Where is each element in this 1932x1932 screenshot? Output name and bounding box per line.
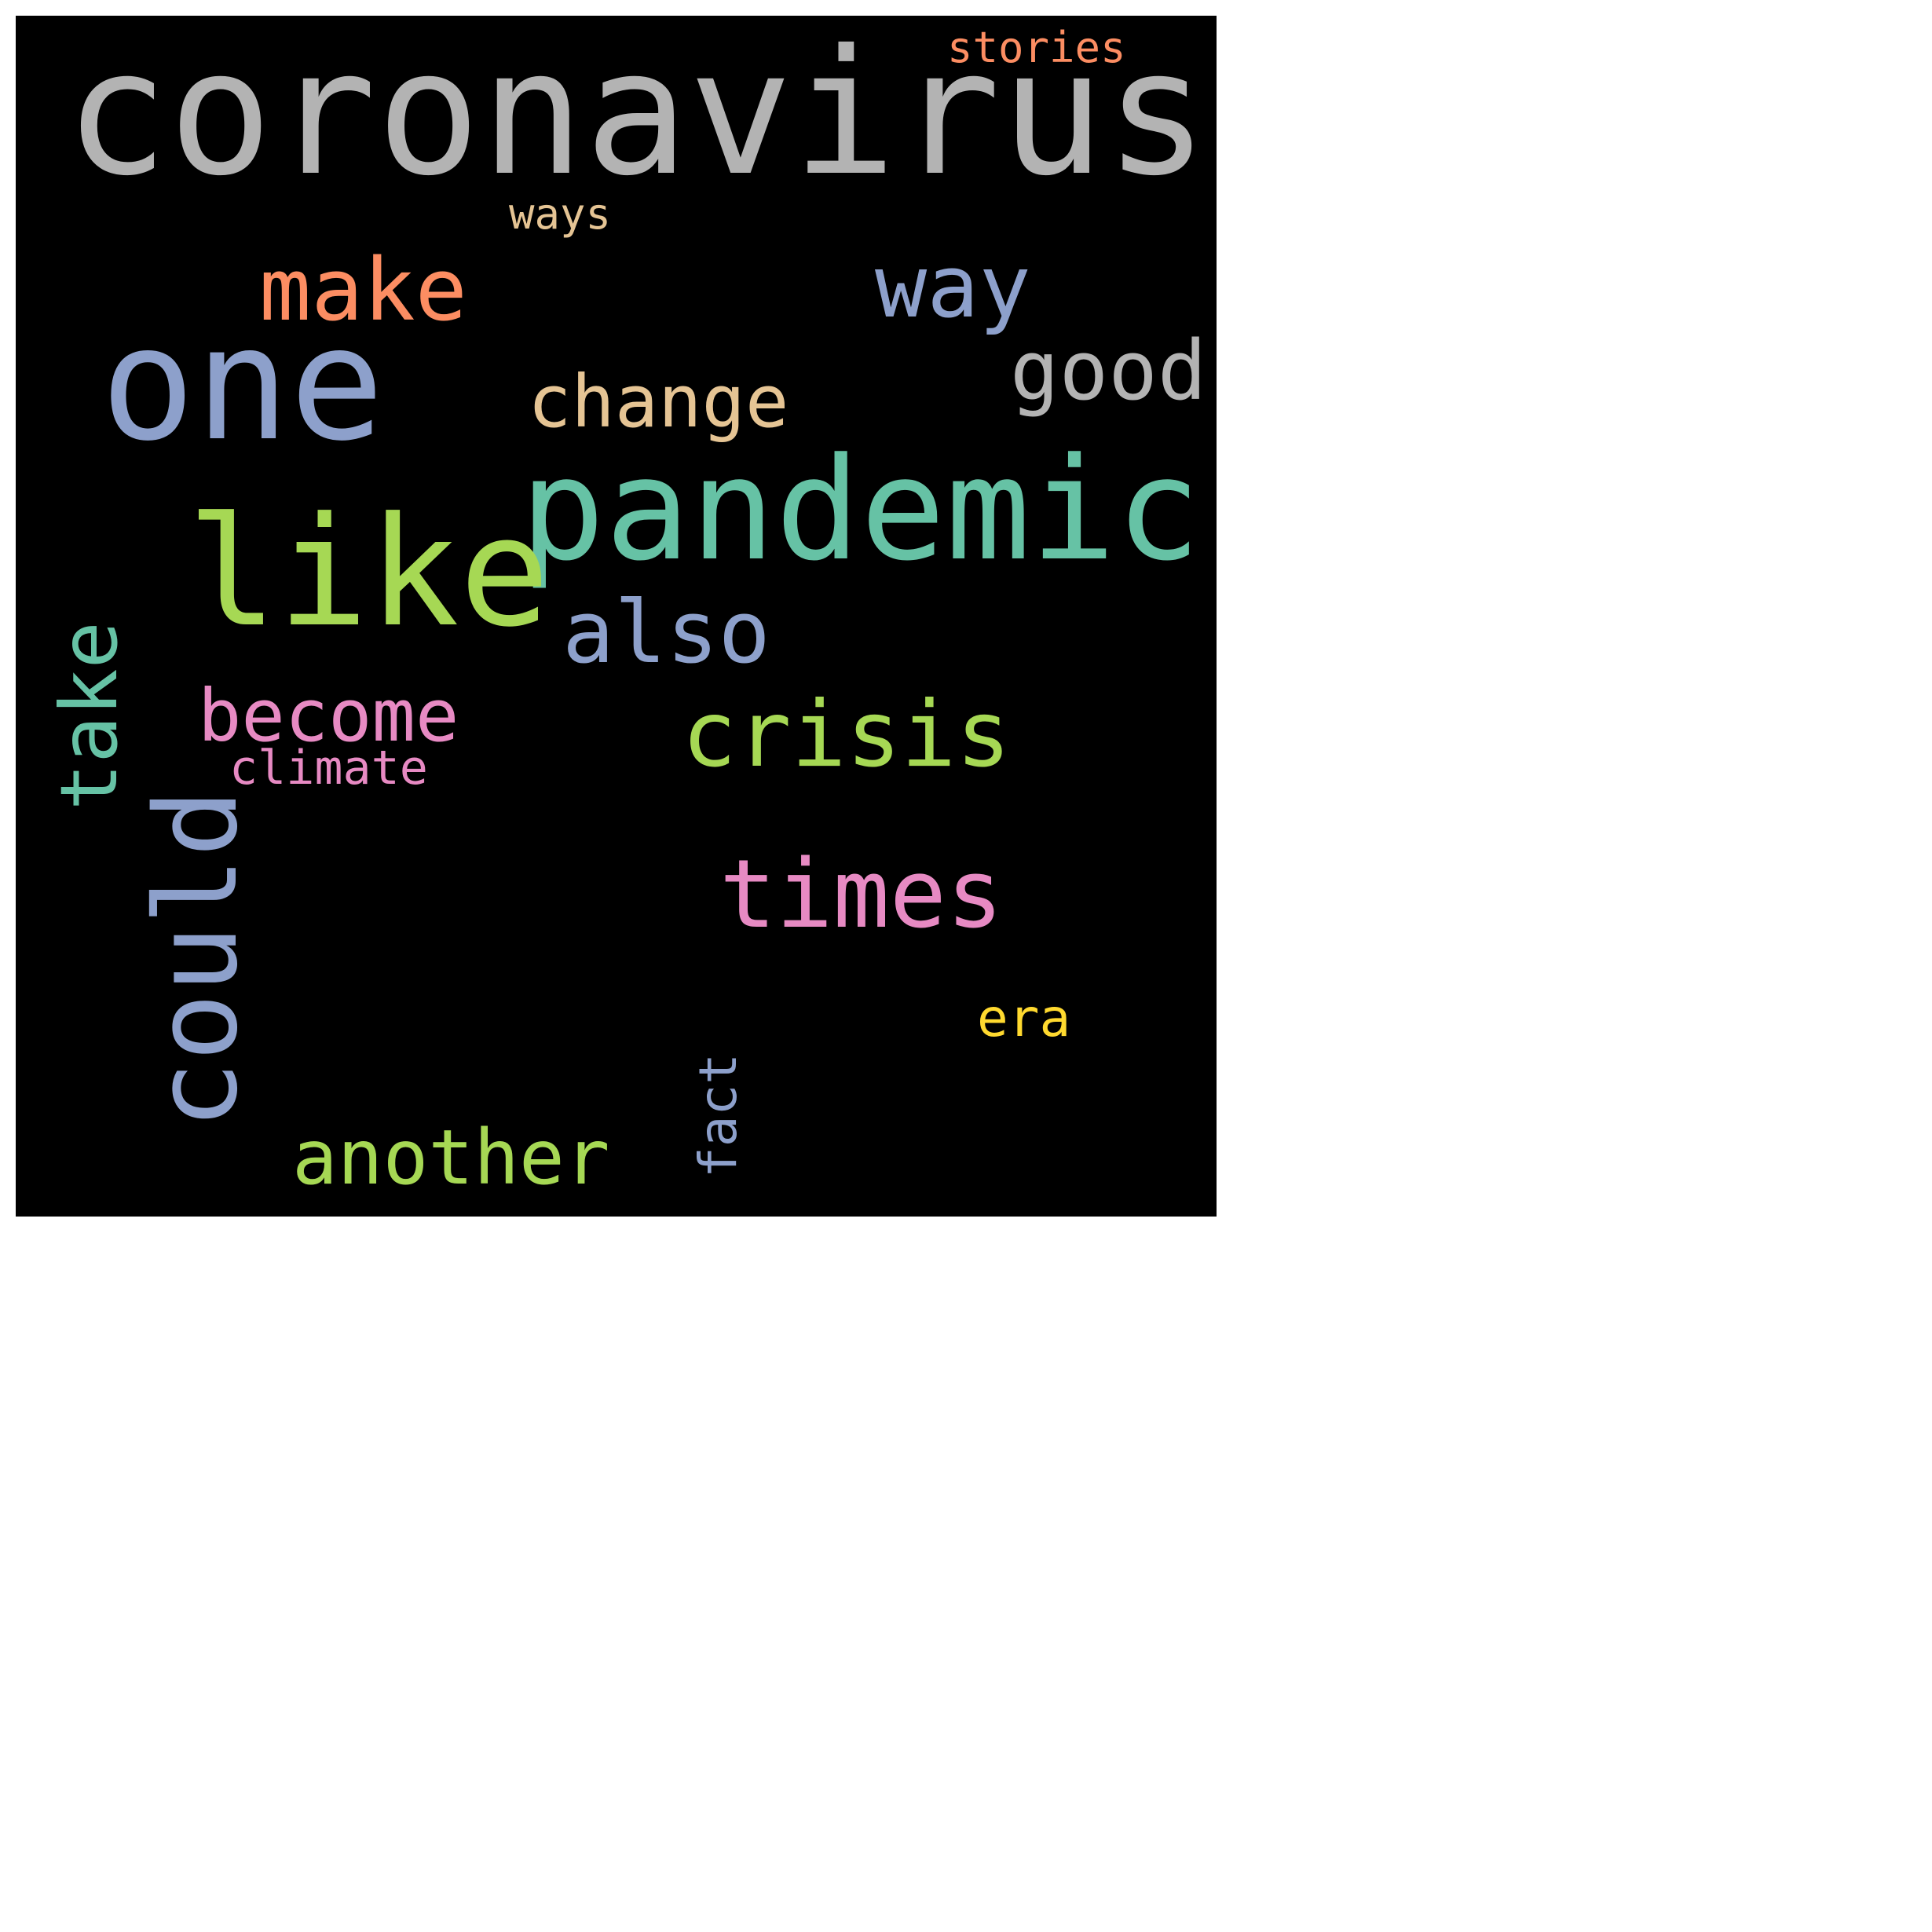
word-good: good [1010,323,1207,419]
word-also: also [562,582,770,682]
word-times: times [719,840,1004,950]
word-like: like [187,485,551,660]
word-another: another [292,1114,610,1202]
word-one: one [101,293,385,476]
word-pandemic: pandemic [520,428,1201,592]
word-take: take [43,621,135,810]
word-become: become [198,674,459,758]
word-era: era [977,988,1071,1048]
word-could: could [130,789,262,1129]
word-make: make [259,240,467,340]
word-ways: ways [509,189,612,239]
word-way: way [875,236,1031,337]
word-stories: stories [947,23,1126,72]
word-cloud-canvas: coronavirus stories ways make way one go… [16,16,1217,1217]
word-crisis: crisis [682,682,1012,788]
word-fact: fact [688,1053,748,1178]
word-climate: climate [229,741,428,796]
word-change: change [528,360,789,444]
word-coronavirus: coronavirus [64,16,1209,214]
